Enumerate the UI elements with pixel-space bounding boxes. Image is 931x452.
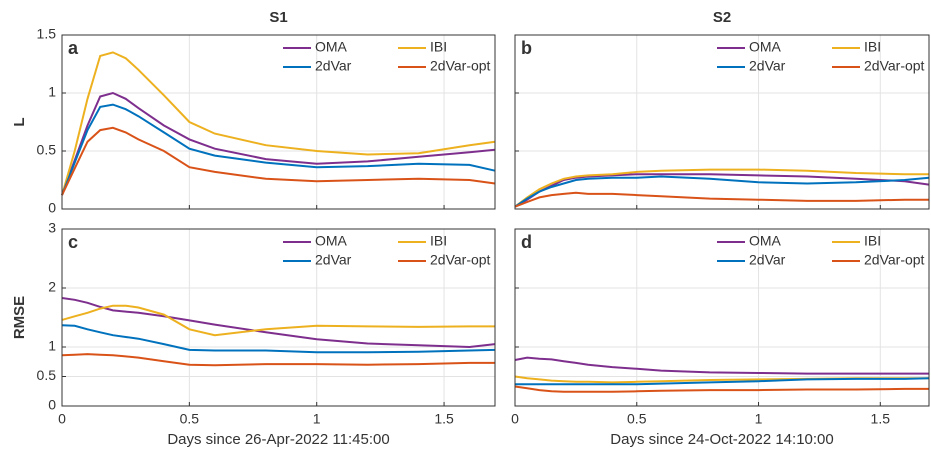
legend-label: 2dVar-opt [864,58,925,74]
axes-frame [514,228,930,407]
legend-label: OMA [749,233,782,249]
panel-label: c [68,232,78,252]
series-line [61,304,495,337]
panel-label: a [68,38,79,58]
legend-label: OMA [315,39,348,55]
panel-title: S2 [713,9,731,26]
y-tick-label: 1.5 [37,26,57,42]
axes-frame [61,228,496,407]
series-line [514,356,929,375]
x-axis-label: Days since 24-Oct-2022 14:10:00 [610,431,833,448]
y-tick-label: 2 [48,279,56,295]
x-tick-label: 0 [58,411,66,427]
y-tick-label: 0.5 [37,142,57,158]
legend-label: 2dVar-opt [864,252,925,268]
panel-title: S1 [269,9,287,26]
y-tick-label: 1 [48,84,56,100]
series-line [514,175,930,208]
series-line [61,103,496,196]
y-axis-label: L [11,117,28,126]
series-line [61,126,496,196]
series-line [514,168,929,208]
legend-label: IBI [430,233,447,249]
series-line [514,385,929,393]
y-tick-label: 1 [48,338,56,354]
legend-label: OMA [315,233,348,249]
series-line [514,191,929,208]
y-tick-label: 3 [48,220,56,236]
legend-label: 2dVar-opt [430,252,491,268]
x-tick-label: 1.5 [871,411,891,427]
legend-label: IBI [864,39,881,55]
legend-label: OMA [749,39,782,55]
axes-frame [514,34,930,210]
x-axis-label: Days since 26-Apr-2022 11:45:00 [167,431,389,448]
y-tick-label: 0.5 [37,367,57,383]
legend-label: 2dVar [749,252,786,268]
axes-frame [61,34,496,210]
series-line [61,353,495,367]
x-tick-label: 1.5 [434,411,454,427]
panel-label: d [521,232,532,252]
series-line [61,324,496,354]
y-tick-label: 0 [48,200,56,216]
x-tick-label: 1 [755,411,763,427]
series-line [61,297,496,349]
legend-label: 2dVar [315,252,352,268]
series-line [515,377,930,386]
panel-label: b [521,38,532,58]
x-tick-label: 0 [511,411,519,427]
y-tick-label: 0 [48,397,56,413]
legend-label: IBI [864,233,881,249]
series-line [61,91,496,196]
legend-label: 2dVar [749,58,786,74]
series-line [61,51,496,196]
x-tick-label: 0.5 [180,411,200,427]
x-tick-label: 0.5 [627,411,647,427]
legend-label: 2dVar-opt [430,58,491,74]
legend-label: 2dVar [315,58,352,74]
x-tick-label: 1 [313,411,321,427]
legend-label: IBI [430,39,447,55]
y-axis-label: RMSE [11,296,28,339]
